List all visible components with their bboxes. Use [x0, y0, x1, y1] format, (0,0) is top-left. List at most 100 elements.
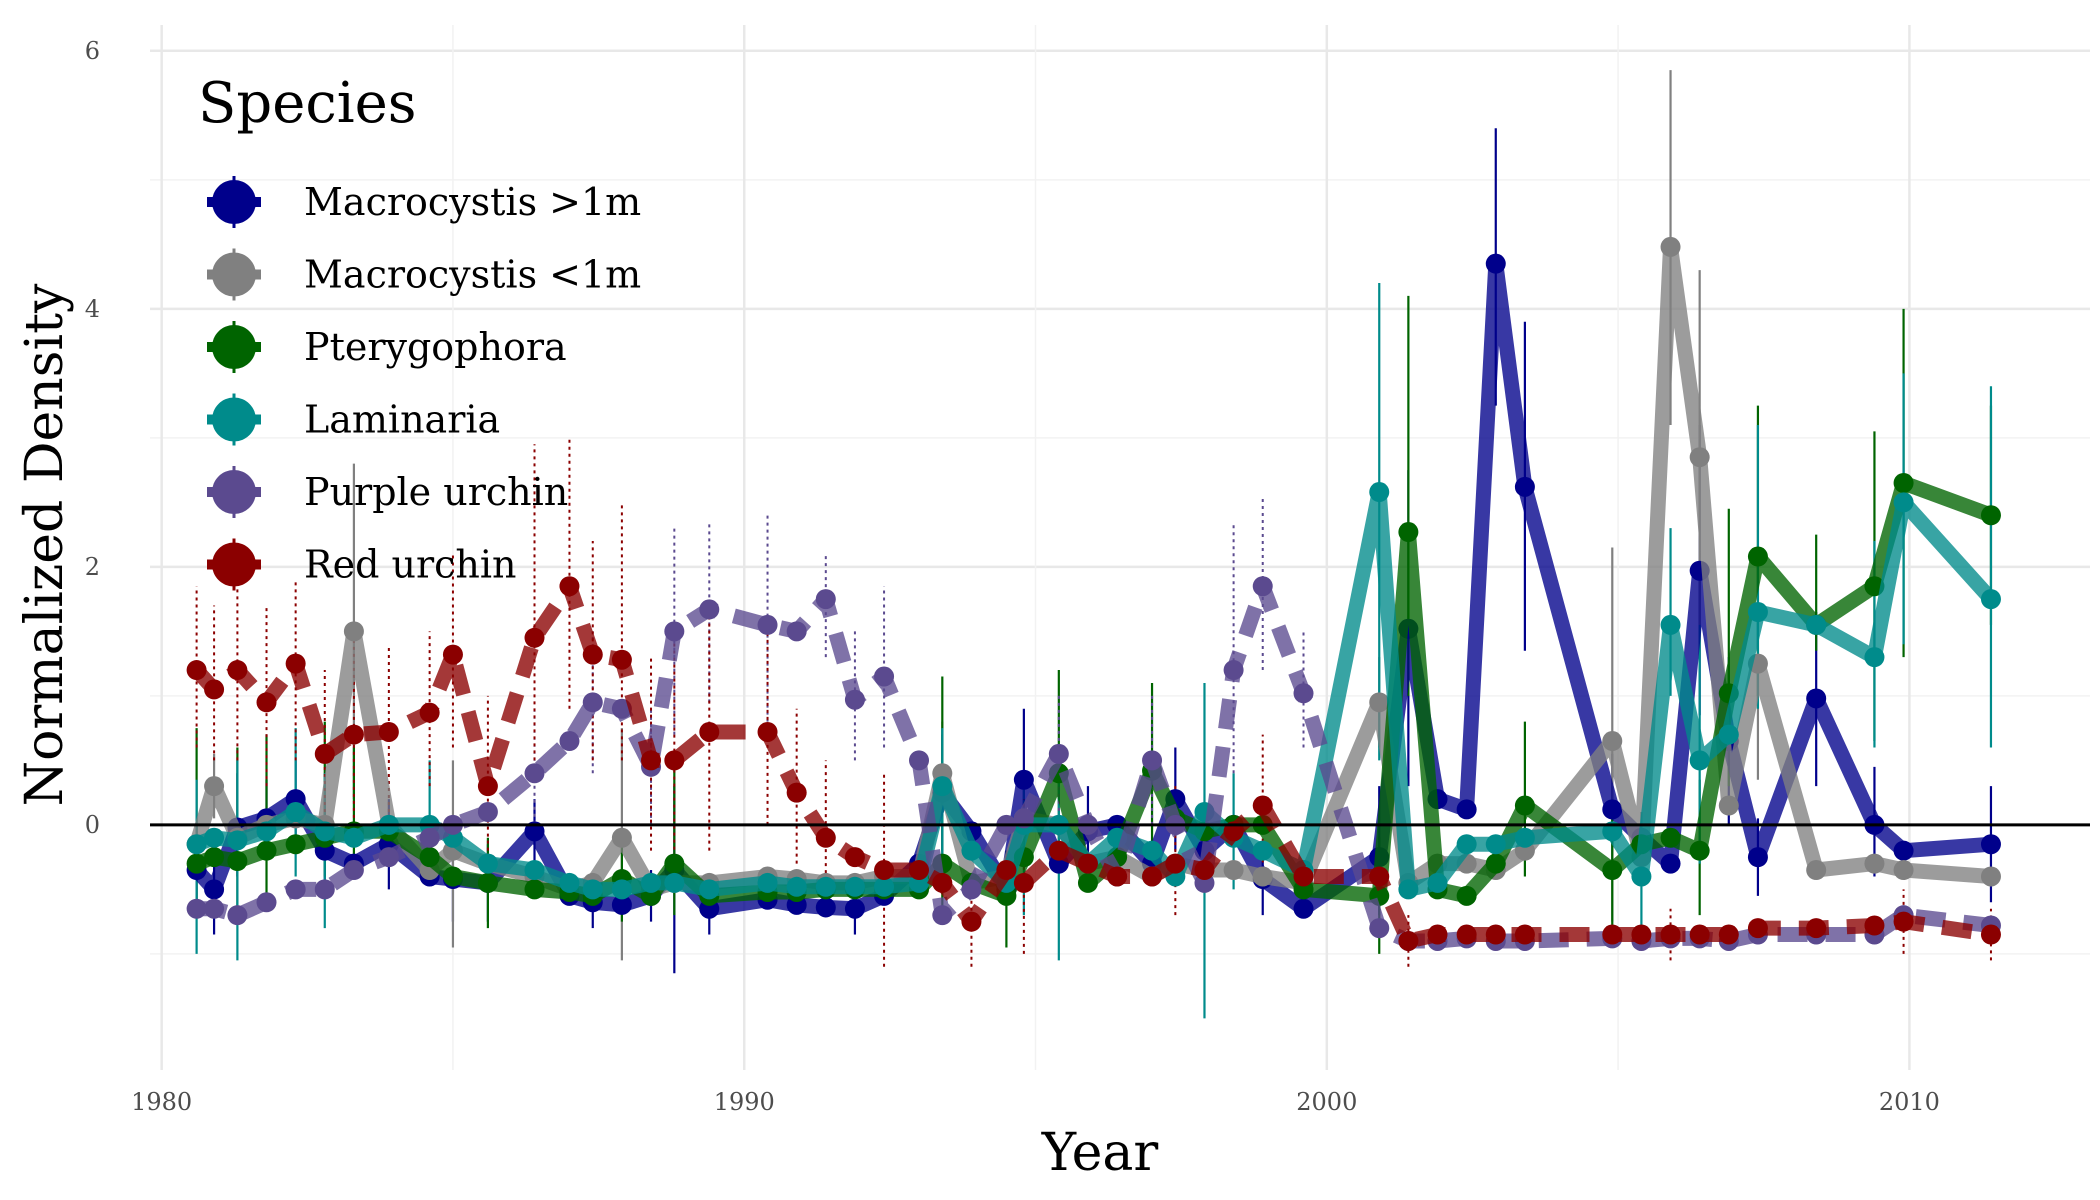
- legend-key-point: [212, 397, 256, 442]
- data-point: [1689, 447, 1710, 468]
- data-point: [1048, 743, 1069, 764]
- data-point: [1718, 924, 1739, 945]
- data-point: [314, 879, 335, 900]
- legend-title: Species: [198, 71, 417, 136]
- tick-labels: 1980 1990 2000 2010 0 2 4 6: [85, 37, 1940, 1116]
- data-point: [1293, 898, 1314, 919]
- data-point: [227, 830, 248, 851]
- data-point: [227, 905, 248, 926]
- data-point: [204, 776, 225, 797]
- x-tick-label: 1990: [714, 1088, 775, 1116]
- y-axis-title: Normalized Density: [15, 283, 75, 806]
- data-point: [961, 911, 982, 932]
- data-point: [1142, 840, 1163, 861]
- data-point: [1514, 924, 1535, 945]
- legend: Species Macrocystis >1m Macrocystis <1m Pt…: [198, 71, 641, 591]
- data-point: [1398, 879, 1419, 900]
- data-point: [1689, 840, 1710, 861]
- data-point: [524, 860, 545, 881]
- legend-item: Laminaria: [207, 393, 500, 446]
- data-point: [186, 834, 207, 855]
- data-point: [664, 621, 685, 642]
- legend-key-point: [212, 542, 256, 587]
- data-point: [186, 853, 207, 874]
- data-point: [757, 872, 778, 893]
- data-point: [204, 898, 225, 919]
- data-point: [1485, 924, 1506, 945]
- data-point: [343, 621, 364, 642]
- data-point: [1660, 236, 1681, 257]
- data-point: [1893, 860, 1914, 881]
- data-point: [641, 872, 662, 893]
- data-point: [477, 801, 498, 822]
- data-point: [874, 860, 895, 881]
- data-point: [1369, 866, 1390, 887]
- data-point: [1864, 915, 1885, 936]
- data-point: [1107, 866, 1128, 887]
- data-point: [1689, 750, 1710, 771]
- data-point: [1514, 476, 1535, 497]
- data-point: [1980, 924, 2001, 945]
- data-point: [186, 660, 207, 681]
- data-point: [477, 776, 498, 797]
- data-point: [815, 876, 836, 897]
- data-point: [1369, 918, 1390, 939]
- data-point: [343, 827, 364, 848]
- data-point: [1223, 660, 1244, 681]
- data-point: [204, 879, 225, 900]
- data-point: [204, 679, 225, 700]
- data-point: [1747, 918, 1768, 939]
- data-point: [1485, 253, 1506, 274]
- data-point: [874, 876, 895, 897]
- data-point: [932, 905, 953, 926]
- y-tick-label: 0: [85, 811, 100, 839]
- data-point: [699, 879, 720, 900]
- data-point: [1427, 924, 1448, 945]
- data-point: [1980, 834, 2001, 855]
- data-point: [285, 879, 306, 900]
- data-point: [1048, 840, 1069, 861]
- data-point: [1660, 924, 1681, 945]
- data-point: [932, 776, 953, 797]
- data-point: [611, 649, 632, 670]
- data-point: [1602, 860, 1623, 881]
- y-tick-label: 4: [85, 295, 100, 323]
- data-point: [204, 847, 225, 868]
- data-point: [611, 879, 632, 900]
- data-point: [1980, 589, 2001, 610]
- data-point: [559, 576, 580, 597]
- legend-label: Pterygophora: [304, 325, 567, 369]
- data-point: [1427, 872, 1448, 893]
- data-point: [996, 860, 1017, 881]
- data-point: [186, 898, 207, 919]
- data-point: [419, 847, 440, 868]
- data-point: [227, 660, 248, 681]
- data-point: [961, 840, 982, 861]
- data-point: [786, 621, 807, 642]
- data-point: [1747, 847, 1768, 868]
- data-point: [1689, 924, 1710, 945]
- data-point: [378, 847, 399, 868]
- data-point: [611, 894, 632, 915]
- x-tick-label: 1980: [131, 1088, 192, 1116]
- data-point: [1252, 795, 1273, 816]
- data-point: [874, 666, 895, 687]
- data-point: [1631, 866, 1652, 887]
- legend-key-point: [212, 325, 256, 369]
- data-point: [786, 782, 807, 803]
- data-point: [582, 879, 603, 900]
- data-point: [285, 834, 306, 855]
- data-point: [477, 872, 498, 893]
- data-point: [524, 879, 545, 900]
- data-point: [1456, 834, 1477, 855]
- data-point: [1293, 683, 1314, 704]
- data-point: [844, 876, 865, 897]
- data-point: [1806, 860, 1827, 881]
- data-point: [1223, 860, 1244, 881]
- data-point: [559, 731, 580, 752]
- legend-label: Macrocystis <1m: [304, 253, 641, 297]
- data-point: [1806, 688, 1827, 709]
- legend-label: Macrocystis >1m: [304, 180, 641, 224]
- data-point: [1514, 795, 1535, 816]
- data-point: [699, 721, 720, 742]
